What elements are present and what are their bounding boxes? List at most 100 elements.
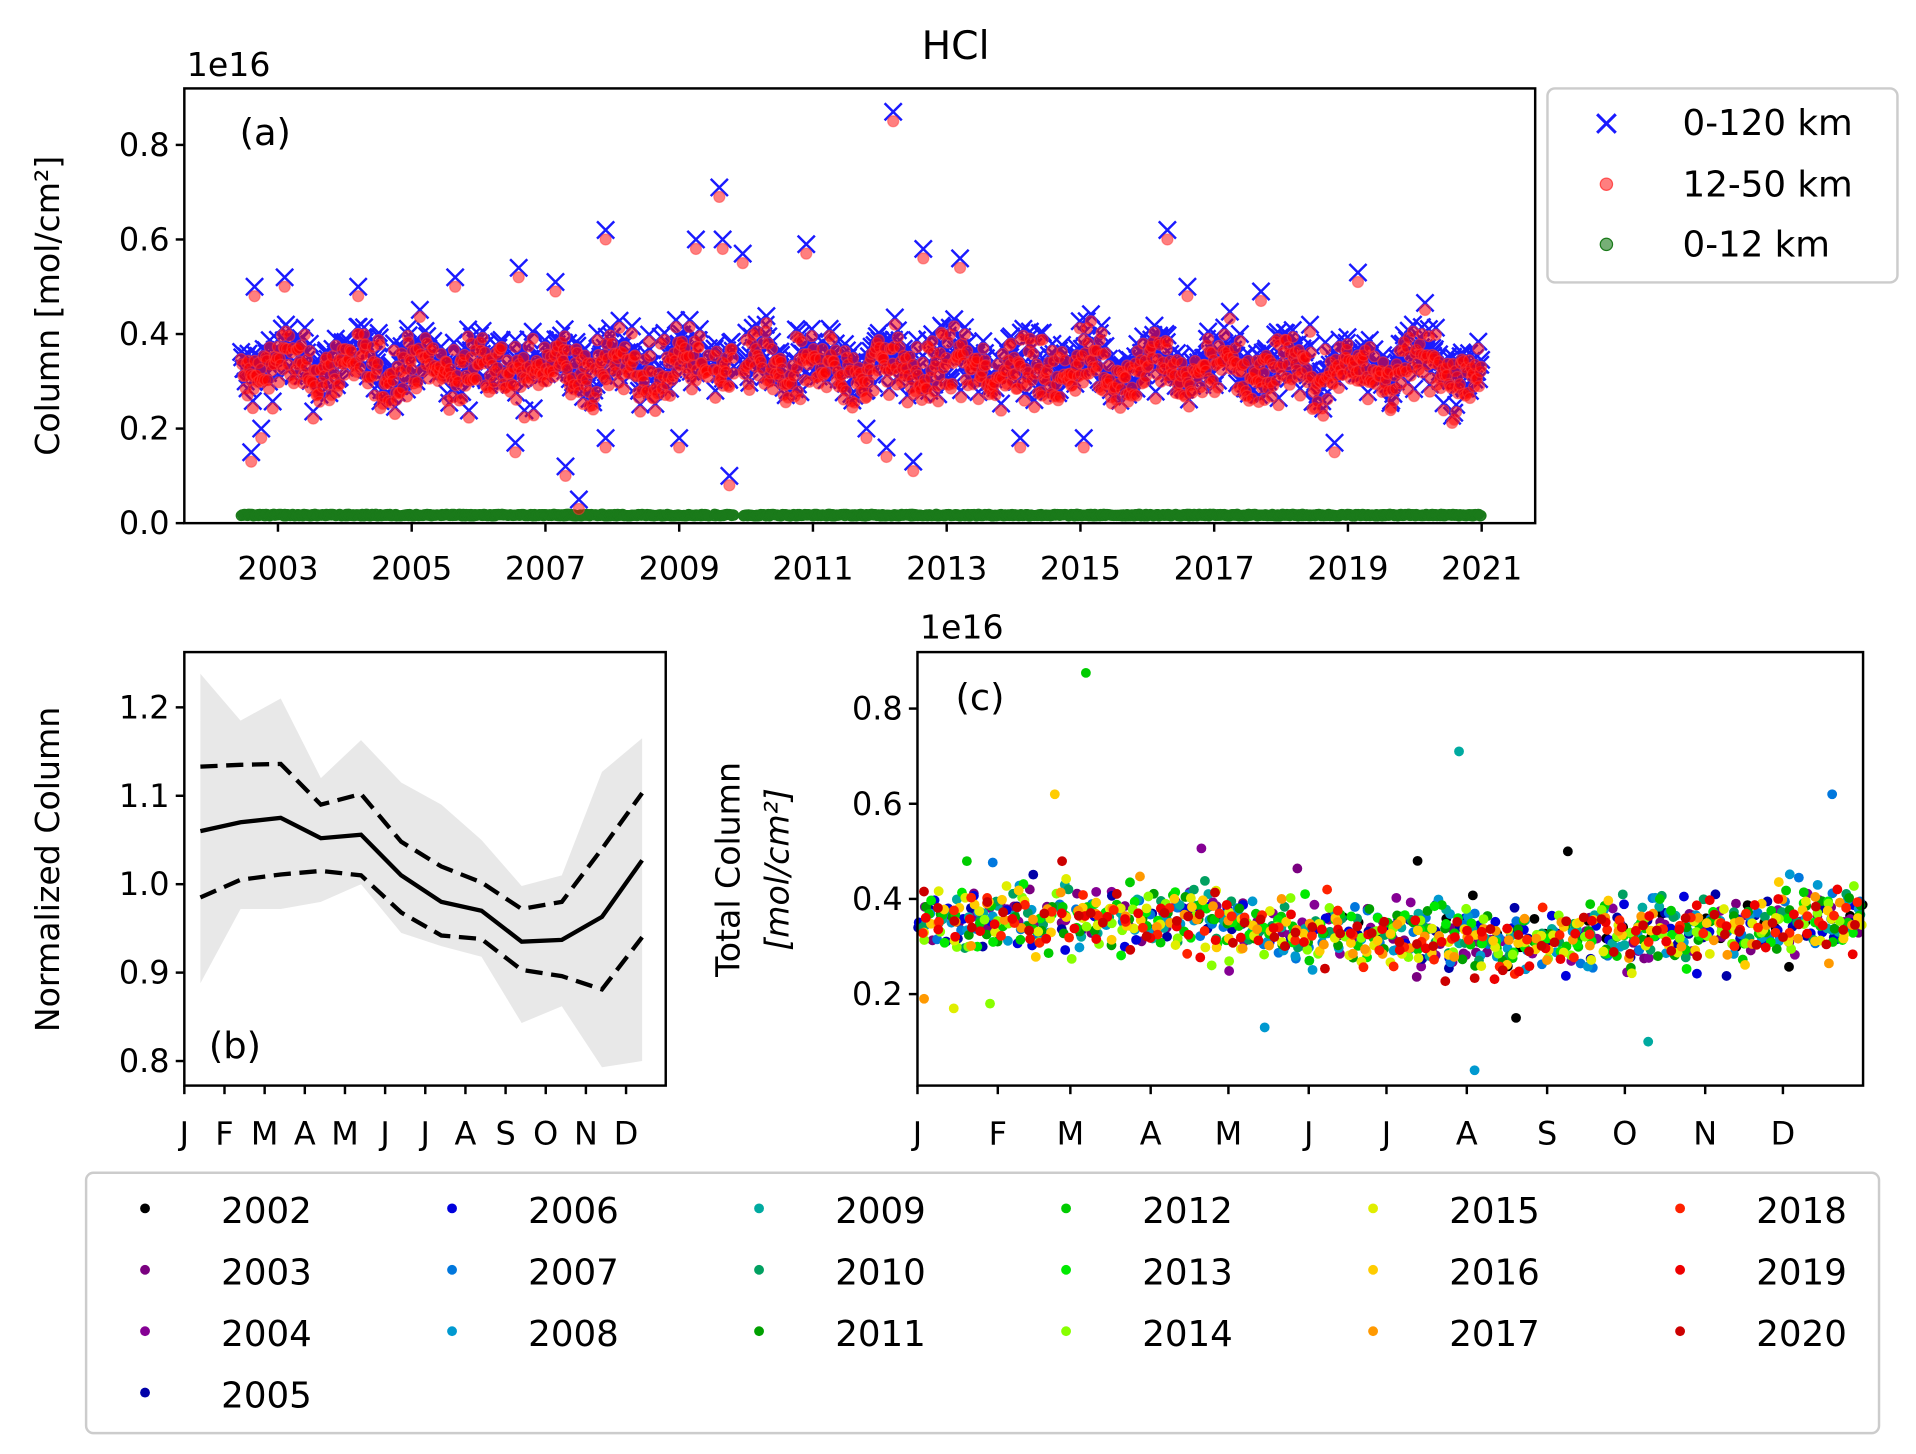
point-12-50km bbox=[948, 320, 961, 333]
point-12-50km bbox=[1223, 312, 1237, 325]
point-2014 bbox=[979, 914, 990, 925]
point-2018 bbox=[1841, 902, 1852, 913]
point-2004 bbox=[1196, 843, 1207, 854]
point-2019 bbox=[1286, 909, 1296, 920]
spread-band bbox=[200, 673, 643, 1068]
point-2004 bbox=[1643, 952, 1654, 963]
point-2016 bbox=[1488, 935, 1499, 946]
point-12-50km bbox=[307, 412, 320, 425]
point-2015 bbox=[1800, 896, 1811, 907]
x-tick-label: J bbox=[1302, 1115, 1313, 1153]
x-tick-label: S bbox=[495, 1115, 515, 1153]
point-12-50km bbox=[958, 328, 972, 341]
point-2019 bbox=[1450, 932, 1460, 943]
y-tick-label: 0.6 bbox=[119, 221, 170, 259]
point-12-50km bbox=[994, 404, 1008, 417]
y-tick-label: 0.2 bbox=[852, 975, 903, 1013]
point-2019 bbox=[1674, 924, 1685, 935]
point-2018 bbox=[1137, 922, 1148, 933]
point-12-50km bbox=[658, 333, 671, 347]
point-2004 bbox=[1405, 897, 1416, 908]
point-2018 bbox=[1753, 922, 1763, 933]
point-2018 bbox=[1584, 929, 1595, 940]
x-tick-label: 2003 bbox=[237, 550, 318, 588]
point-12-50km bbox=[1437, 404, 1450, 417]
point-2012 bbox=[961, 856, 972, 867]
point-2014 bbox=[1224, 956, 1235, 967]
point-12-50km bbox=[599, 441, 612, 454]
point-12-50km bbox=[1130, 389, 1143, 402]
point-2019 bbox=[1195, 952, 1206, 963]
y-tick-label: 1.2 bbox=[119, 688, 170, 726]
point-12-50km bbox=[512, 271, 525, 284]
point-12-50km bbox=[449, 280, 462, 293]
point-12-50km bbox=[1077, 441, 1090, 454]
point-12-50km bbox=[386, 374, 400, 387]
point-12-50km bbox=[1413, 338, 1426, 351]
x-tick-label: M bbox=[251, 1115, 279, 1153]
point-12-50km bbox=[1161, 336, 1174, 349]
point-2015 bbox=[1586, 955, 1597, 965]
point-12-50km bbox=[979, 359, 992, 372]
point-12-50km bbox=[371, 357, 384, 370]
point-2018 bbox=[966, 892, 977, 903]
point-2014 bbox=[1285, 893, 1296, 903]
x-tick-label: 2005 bbox=[371, 550, 452, 588]
point-12-50km bbox=[1317, 409, 1330, 422]
point-2017 bbox=[1449, 951, 1460, 962]
point-2017 bbox=[1392, 919, 1403, 930]
point-12-50km bbox=[945, 377, 959, 390]
point-12-50km bbox=[907, 464, 920, 478]
point-12-50km bbox=[910, 341, 924, 354]
point-2017 bbox=[1360, 944, 1370, 955]
point-2019 bbox=[1616, 922, 1627, 933]
y-tick-label: 0.0 bbox=[119, 504, 170, 542]
point-2013 bbox=[988, 937, 998, 947]
point-2011 bbox=[1234, 903, 1245, 914]
point-12-50km bbox=[1095, 326, 1108, 340]
point-2017 bbox=[1237, 943, 1248, 954]
point-12-50km bbox=[1303, 325, 1317, 338]
point-2012 bbox=[1781, 885, 1791, 896]
point-12-50km bbox=[1463, 391, 1477, 405]
point-12-50km bbox=[605, 337, 619, 350]
point-12-50km bbox=[405, 363, 418, 376]
point-12-50km bbox=[1254, 294, 1268, 308]
point-12-50km bbox=[1293, 389, 1307, 402]
point-2012 bbox=[1043, 948, 1054, 959]
point-2018 bbox=[1064, 932, 1075, 943]
y-tick-label: 0.4 bbox=[119, 315, 170, 353]
point-2018 bbox=[996, 930, 1006, 941]
point-2015 bbox=[1200, 942, 1211, 953]
point-12-50km bbox=[572, 502, 586, 516]
point-12-50km bbox=[848, 396, 861, 409]
point-2014 bbox=[1081, 921, 1092, 932]
point-2019 bbox=[1691, 900, 1702, 911]
point-2013 bbox=[939, 937, 950, 948]
point-2019 bbox=[1704, 895, 1715, 906]
point-12-50km bbox=[613, 321, 626, 334]
point-12-50km bbox=[765, 342, 779, 356]
point-12-50km bbox=[669, 321, 683, 334]
point-0-12km bbox=[1475, 510, 1487, 522]
point-2016 bbox=[1385, 928, 1396, 939]
point-2019 bbox=[920, 912, 931, 923]
figure-title: HCl bbox=[922, 24, 990, 69]
point-12-50km bbox=[709, 391, 722, 404]
x-tick-label: 2021 bbox=[1441, 550, 1522, 588]
point-2012 bbox=[1125, 877, 1135, 888]
point-12-50km bbox=[1272, 399, 1285, 412]
x-tick-label: N bbox=[574, 1115, 598, 1153]
panel-a-legend: × 0-120 km 12-50 km 0-12 km bbox=[1546, 87, 1899, 284]
point-2017 bbox=[1519, 913, 1530, 924]
point-2013 bbox=[1116, 950, 1127, 961]
point-2016 bbox=[1345, 938, 1356, 948]
x-tick-label: A bbox=[1140, 1115, 1162, 1153]
point-2011 bbox=[1364, 904, 1375, 914]
point-12-50km bbox=[1202, 332, 1215, 345]
point-12-50km bbox=[1286, 331, 1299, 344]
point-2014 bbox=[1066, 953, 1077, 964]
x-tick-label: 2013 bbox=[906, 550, 987, 588]
point-12-50km bbox=[313, 395, 326, 408]
point-2018 bbox=[1698, 928, 1709, 939]
